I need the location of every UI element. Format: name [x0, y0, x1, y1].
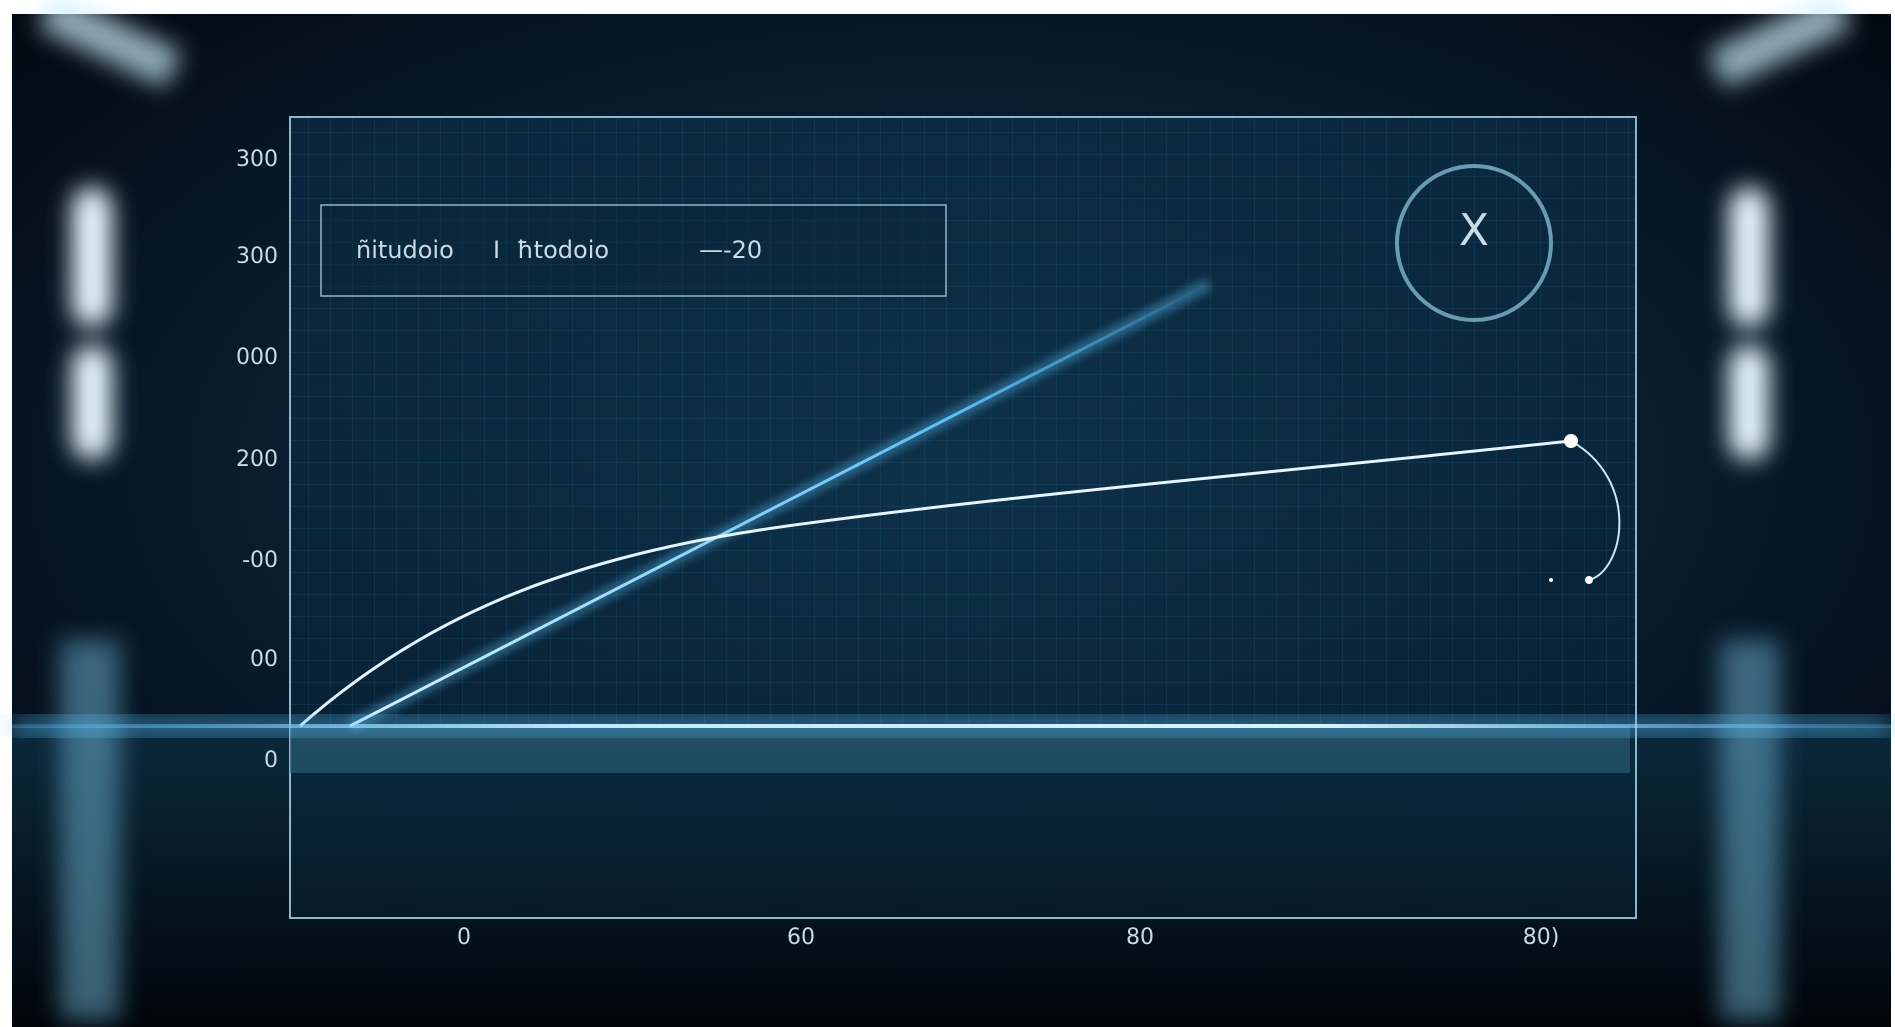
y-axis-label: 200 — [236, 447, 278, 472]
legend-box — [320, 204, 947, 297]
y-axis-label: 000 — [236, 345, 278, 370]
x-axis-label: 0 — [457, 925, 471, 950]
y-axis-label: 00 — [250, 647, 278, 672]
end-point — [1564, 434, 1578, 448]
y-axis-label: 300 — [236, 244, 278, 269]
curve-arc — [1570, 440, 1621, 581]
x-axis-label: 80) — [1523, 925, 1560, 950]
arc-point — [1585, 576, 1593, 584]
x-axis-label: 60 — [787, 925, 815, 950]
chart-frame — [289, 116, 1637, 919]
horizon-line — [12, 724, 1891, 728]
x-axis-labels: 0 60 80 80) — [457, 925, 1559, 950]
legend-text: —-20 — [699, 236, 762, 264]
badge-text: X — [1459, 205, 1489, 256]
diagonal-line — [349, 282, 1210, 728]
x-axis-label: 80 — [1126, 925, 1154, 950]
grid — [290, 117, 1636, 726]
y-axis-label: -00 — [242, 548, 278, 573]
legend-text: I — [493, 236, 500, 264]
curve-line — [299, 439, 1572, 728]
arc-dot — [1549, 578, 1553, 582]
legend-text: ñitudoio — [356, 236, 454, 264]
y-axis-label: 0 — [264, 748, 278, 773]
side-lights — [38, 0, 1852, 1020]
badge-ring — [1395, 164, 1553, 322]
y-axis-label: 300 — [236, 147, 278, 172]
legend-text: ħtodoio — [517, 236, 609, 264]
